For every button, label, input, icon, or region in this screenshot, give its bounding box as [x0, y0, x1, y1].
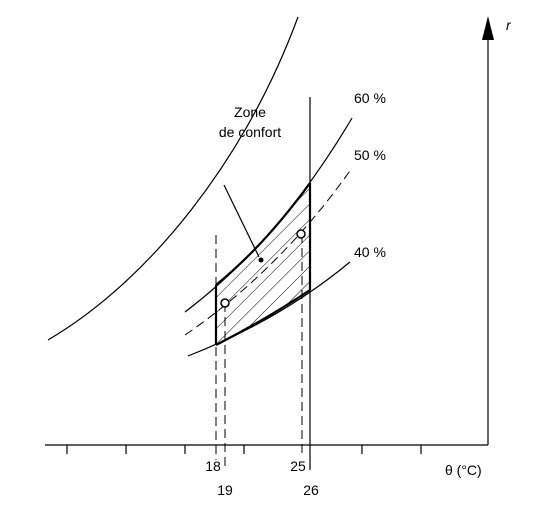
zone-label: de confort: [219, 124, 281, 140]
curve-40: [187, 261, 351, 357]
y-arrow: [482, 16, 494, 40]
zone-dot: [258, 257, 264, 263]
x-axis-label: θ (°C): [445, 462, 482, 478]
curve-label: 60 %: [354, 90, 386, 106]
curve-50: [184, 167, 353, 336]
x-tick-label: 25: [290, 458, 306, 474]
curve-label: 50 %: [354, 147, 386, 163]
point-19: [220, 298, 230, 308]
point-25: [296, 229, 306, 239]
saturation-curve: [47, 16, 299, 341]
x-tick-label: 19: [217, 482, 233, 498]
y-axis-label: r: [506, 17, 512, 33]
x-tick-label: 26: [303, 482, 319, 498]
x-ticks: [66, 445, 422, 454]
zone-bottom: [215, 289, 311, 346]
curve-label: 40 %: [354, 244, 386, 260]
leader-line: [223, 184, 260, 258]
zone-top: [215, 182, 311, 286]
x-tick-label: 18: [205, 458, 221, 474]
zone-label: Zone: [234, 104, 266, 120]
